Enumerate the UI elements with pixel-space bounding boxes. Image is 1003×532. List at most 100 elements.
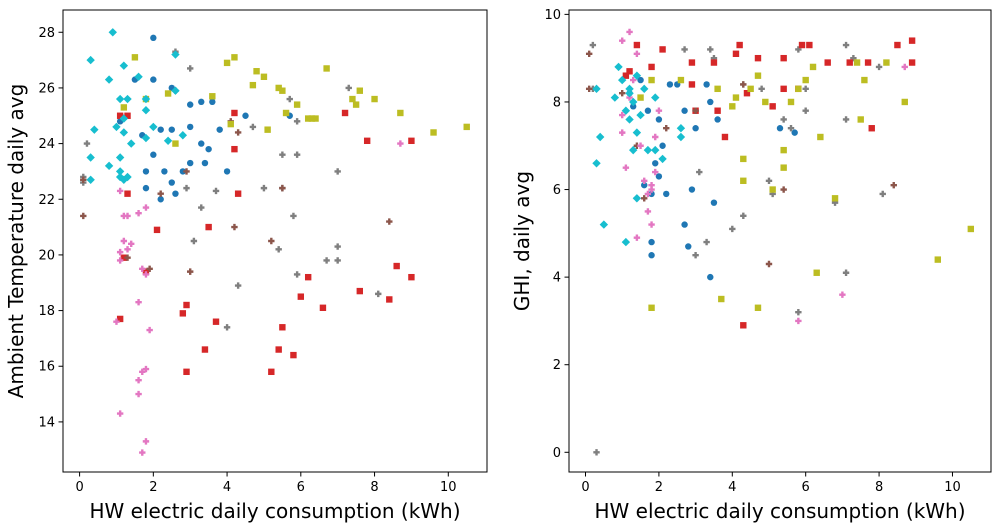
scatter-point	[249, 123, 257, 131]
y-axis-label: Ambient Temperature daily avg	[4, 84, 28, 399]
scatter-point	[740, 212, 747, 220]
scatter-point	[124, 254, 131, 261]
scatter-point	[201, 346, 209, 353]
scatter-point	[198, 140, 205, 147]
scatter-point	[142, 271, 150, 278]
scatter-point	[641, 195, 648, 202]
scatter-point	[139, 449, 146, 456]
scatter-point	[187, 101, 194, 108]
scatter-point	[150, 151, 157, 158]
scatter-point	[593, 449, 600, 456]
scatter-point	[127, 139, 136, 148]
scatter-point	[146, 265, 153, 273]
scatter-point	[209, 98, 216, 106]
scatter-point	[334, 257, 341, 264]
scatter-point	[663, 190, 670, 198]
scatter-point	[393, 262, 400, 270]
scatter-point	[718, 295, 725, 303]
scatter-point	[293, 101, 301, 108]
scatter-point	[636, 110, 645, 120]
plot-frame	[62, 9, 488, 473]
scatter-point	[676, 124, 686, 133]
scatter-point	[655, 107, 663, 114]
scatter-point	[754, 304, 762, 311]
scatter-point	[652, 133, 659, 141]
scatter-point	[585, 85, 593, 93]
scatter-point	[802, 76, 809, 84]
scatter-point	[626, 94, 633, 101]
scatter-point	[275, 246, 282, 253]
scatter-point	[190, 237, 198, 245]
scatter-point	[619, 129, 626, 136]
scatter-point	[375, 290, 382, 298]
scatter-point	[124, 190, 131, 197]
scatter-point	[729, 225, 736, 233]
scatter-point	[765, 260, 773, 268]
scatter-point	[209, 93, 216, 100]
scatter-point	[187, 268, 194, 275]
scatter-point	[115, 167, 125, 176]
scatter-point	[163, 136, 173, 146]
scatter-point	[894, 41, 901, 49]
scatter-point	[304, 115, 312, 122]
scatter-point	[134, 72, 143, 81]
scatter-point	[901, 98, 908, 106]
scatter-point	[150, 34, 157, 42]
scatter-point	[123, 94, 132, 104]
scatter-point	[124, 246, 131, 253]
scatter-point	[234, 282, 242, 289]
scatter-point	[334, 243, 341, 250]
scatter-point	[349, 95, 356, 103]
x-tick-label: 10	[440, 480, 457, 495]
scatter-point	[371, 95, 378, 103]
scatter-point	[795, 46, 802, 53]
scatter-point	[178, 131, 188, 140]
scatter-point	[249, 81, 257, 89]
scatter-point	[798, 41, 806, 49]
scatter-point	[769, 186, 776, 193]
scatter-point	[676, 132, 686, 142]
scatter-point	[187, 65, 194, 72]
scatter-point	[652, 160, 659, 167]
scatter-point	[688, 186, 696, 193]
scatter-point	[585, 50, 593, 57]
scatter-point	[795, 85, 802, 93]
scatter-point	[688, 59, 696, 66]
scatter-point	[141, 133, 151, 143]
x-tick-label: 8	[875, 480, 883, 495]
scatter-point	[868, 125, 875, 132]
scatter-point	[663, 125, 670, 132]
scatter-point	[116, 315, 124, 323]
scatter-point	[696, 168, 703, 176]
scatter-point	[308, 115, 316, 122]
scatter-point	[736, 41, 743, 49]
scatter-point	[831, 199, 839, 206]
x-tick-label: 2	[149, 480, 157, 495]
scatter-point	[630, 76, 637, 84]
x-tick-label: 4	[223, 480, 231, 495]
scatter-point	[187, 123, 194, 131]
scatter-point	[780, 164, 787, 171]
scatter-point	[212, 318, 220, 325]
scatter-point	[120, 104, 128, 111]
scatter-point	[279, 184, 286, 192]
scatter-point	[279, 87, 286, 94]
scatter-point	[141, 94, 151, 104]
scatter-point	[592, 159, 601, 168]
scatter-point	[260, 184, 268, 192]
scatter-point	[119, 114, 129, 123]
scatter-point	[802, 107, 809, 114]
x-tick-label: 0	[581, 480, 589, 495]
scatter-point	[589, 41, 597, 49]
scatter-point	[153, 226, 161, 234]
scatter-point	[648, 304, 655, 311]
scatter-point	[632, 194, 642, 203]
scatter-point	[123, 172, 132, 182]
scatter-point	[115, 94, 125, 104]
scatter-point	[762, 98, 769, 106]
scatter-point	[290, 212, 297, 220]
y-tick-label: 28	[38, 26, 55, 41]
scatter-point	[681, 221, 688, 228]
scatter-point	[692, 252, 699, 259]
